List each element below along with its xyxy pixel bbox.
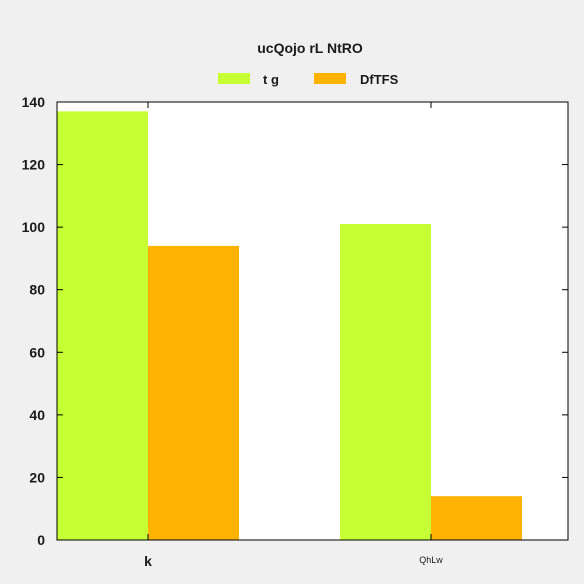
ytick-label: 120 <box>22 157 46 173</box>
ytick-label: 100 <box>22 219 46 235</box>
xtick-label: QhLw <box>419 555 443 565</box>
plot-frame <box>56 101 569 541</box>
ytick-label: 140 <box>22 94 46 110</box>
ytick-label: 80 <box>29 282 45 298</box>
bar-2-1 <box>148 245 239 540</box>
xtick-label: k <box>144 553 152 569</box>
ytick-label: 20 <box>29 469 45 485</box>
legend-swatch-2 <box>314 73 346 84</box>
legend-label-1: t g <box>263 72 279 87</box>
y-axis: 0 20 40 60 80 100 120 140 <box>22 94 568 548</box>
bar-1-2 <box>340 224 431 540</box>
bar-1-1 <box>57 111 148 540</box>
bars <box>57 111 522 540</box>
legend-label-2: DfTFS <box>360 72 399 87</box>
bar-2-2 <box>431 496 522 540</box>
x-axis: k QhLw <box>144 102 443 569</box>
ytick-label: 0 <box>37 532 45 548</box>
chart-title: ucQojo rL NtRO <box>257 40 363 56</box>
legend: t g DfTFS <box>218 72 399 87</box>
legend-swatch-1 <box>218 73 250 84</box>
ytick-label: 40 <box>29 407 45 423</box>
ytick-label: 60 <box>29 344 45 360</box>
